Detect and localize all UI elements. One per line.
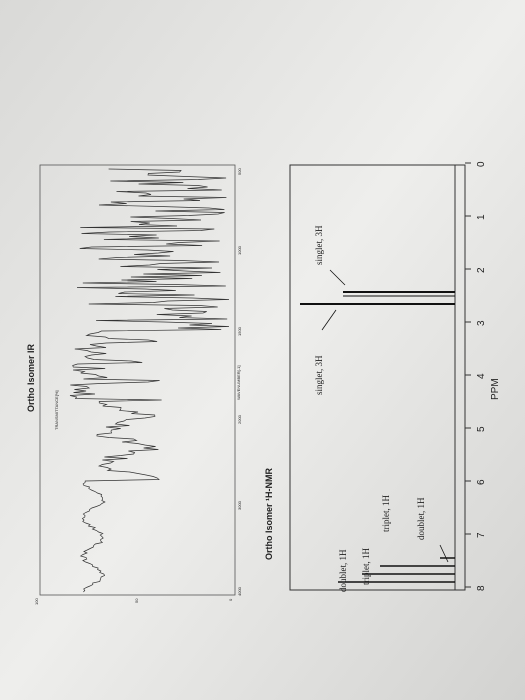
ir-xtick: 1500 (237, 326, 242, 336)
nmr-frame (289, 164, 466, 591)
nmr-tick-label: 5 (476, 426, 487, 432)
nmr-tick-label: 7 (476, 532, 487, 538)
nmr-tick-label: 6 (476, 479, 487, 485)
nmr-tick-label: 8 (476, 585, 487, 591)
ir-ytick: 50 (134, 598, 139, 603)
arrow (439, 544, 449, 563)
ir-xtick: 2000 (237, 414, 242, 424)
nmr-tick-label: 0 (476, 161, 487, 167)
ir-x-axis-label: WAVENUMBER[-1] (236, 366, 241, 400)
ir-ytick: 0 (228, 598, 233, 601)
peak-label: singlet, 3H (314, 355, 324, 395)
peak-label: doublet, 1H (338, 549, 348, 592)
ir-y-axis-label: TRANSMITTANCE[%] (54, 391, 59, 430)
peak-label: triplet, 1H (361, 548, 371, 585)
nmr-axis: 8 7 6 5 4 3 2 1 0 (465, 161, 487, 591)
ir-spectrum-curve (69, 168, 230, 593)
nmr-tick-label: 2 (476, 267, 487, 273)
nmr-title: Ortho Isomer ¹H-NMR (264, 468, 274, 561)
nmr-tick-label: 1 (476, 214, 487, 220)
nmr-tick-label: 3 (476, 320, 487, 326)
ir-xtick: 4000 (237, 586, 242, 596)
ir-ytick: 100 (34, 598, 39, 605)
ir-xtick: 1000 (237, 245, 242, 255)
nmr-x-axis-label: PPM (490, 378, 501, 400)
ir-frame (39, 164, 236, 596)
ir-title: Ortho Isomer IR (26, 343, 36, 412)
nmr-tick-label: 4 (476, 373, 487, 379)
peak-label: doublet, 1H (416, 497, 426, 540)
peak-label: triplet, 1H (381, 495, 391, 532)
ir-xtick: 3000 (237, 500, 242, 510)
ir-xtick: 500 (237, 168, 242, 175)
arrow (321, 309, 337, 331)
arrow (329, 269, 346, 286)
peak-label: singlet, 3H (314, 225, 324, 265)
